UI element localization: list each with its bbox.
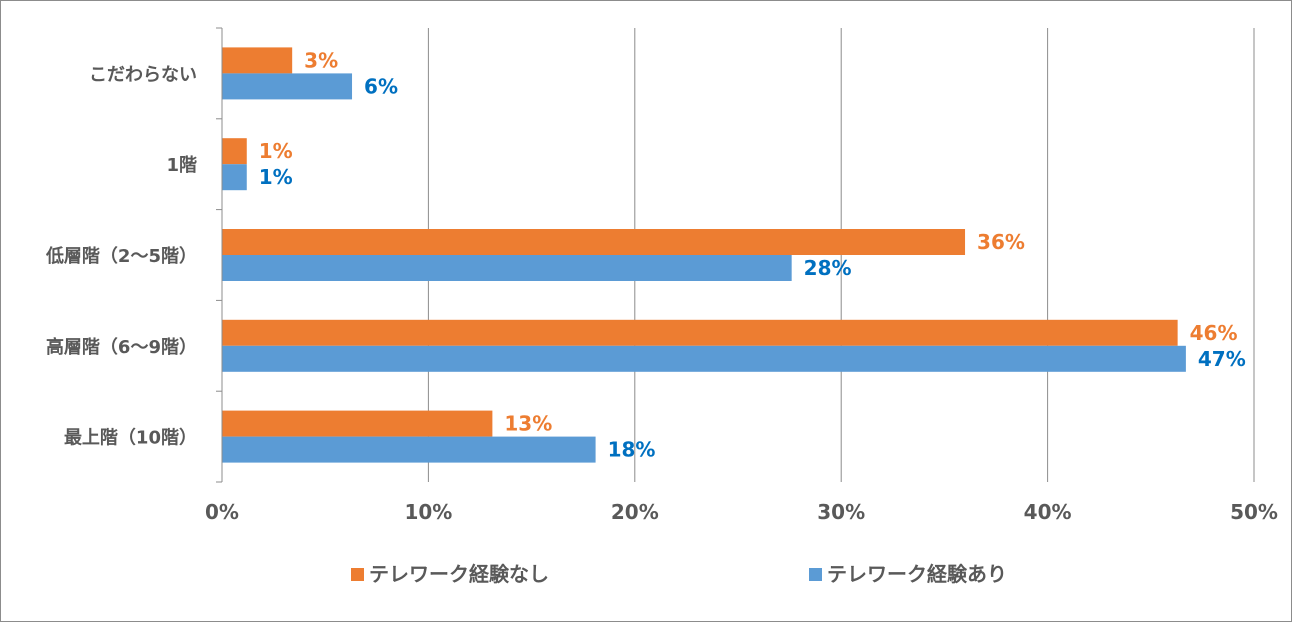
axes — [216, 27, 223, 483]
data-label: 13% — [504, 412, 552, 436]
legend: テレワーク経験なし テレワーク経験あり — [351, 562, 1007, 586]
bar — [222, 73, 353, 100]
legend-swatch — [351, 568, 364, 581]
bar — [222, 410, 493, 437]
data-label: 1% — [259, 139, 293, 163]
bars — [222, 47, 1186, 463]
category-label: こだわらない — [89, 64, 197, 85]
x-tick-label: 40% — [1024, 500, 1072, 524]
x-tick-label: 30% — [817, 500, 865, 524]
category-label: 高層階（6〜9階） — [46, 336, 197, 358]
bar — [222, 255, 792, 281]
x-tick-label: 50% — [1230, 500, 1278, 524]
legend-label: テレワーク経験なし — [369, 562, 549, 586]
category-label: 1階 — [166, 155, 197, 176]
bar — [222, 138, 247, 165]
data-label: 47% — [1198, 347, 1246, 371]
bar — [222, 229, 966, 255]
bar — [222, 47, 293, 74]
bar — [222, 164, 247, 191]
bar — [222, 345, 1186, 372]
data-label: 18% — [608, 438, 656, 462]
data-label: 3% — [304, 48, 338, 72]
bar — [222, 319, 1178, 346]
data-label: 36% — [977, 230, 1025, 254]
category-label: 低層階（2〜5階） — [45, 245, 197, 267]
data-label: 1% — [259, 165, 293, 189]
bar — [222, 436, 596, 463]
x-tick-label: 10% — [404, 500, 452, 524]
legend-label: テレワーク経験あり — [827, 562, 1007, 586]
x-tick-label: 0% — [205, 500, 239, 524]
legend-swatch — [809, 568, 822, 581]
labels: 0% 10% 20% 30% 40% 50% こだわらない 3% 6% 1階 1%1% 低層階（2〜5… — [45, 48, 1278, 524]
x-tick-label: 20% — [611, 500, 659, 524]
data-label: 6% — [364, 74, 398, 98]
data-label: 28% — [804, 256, 852, 280]
data-label: 46% — [1190, 321, 1238, 345]
category-label: 最上階（10階） — [64, 428, 197, 449]
